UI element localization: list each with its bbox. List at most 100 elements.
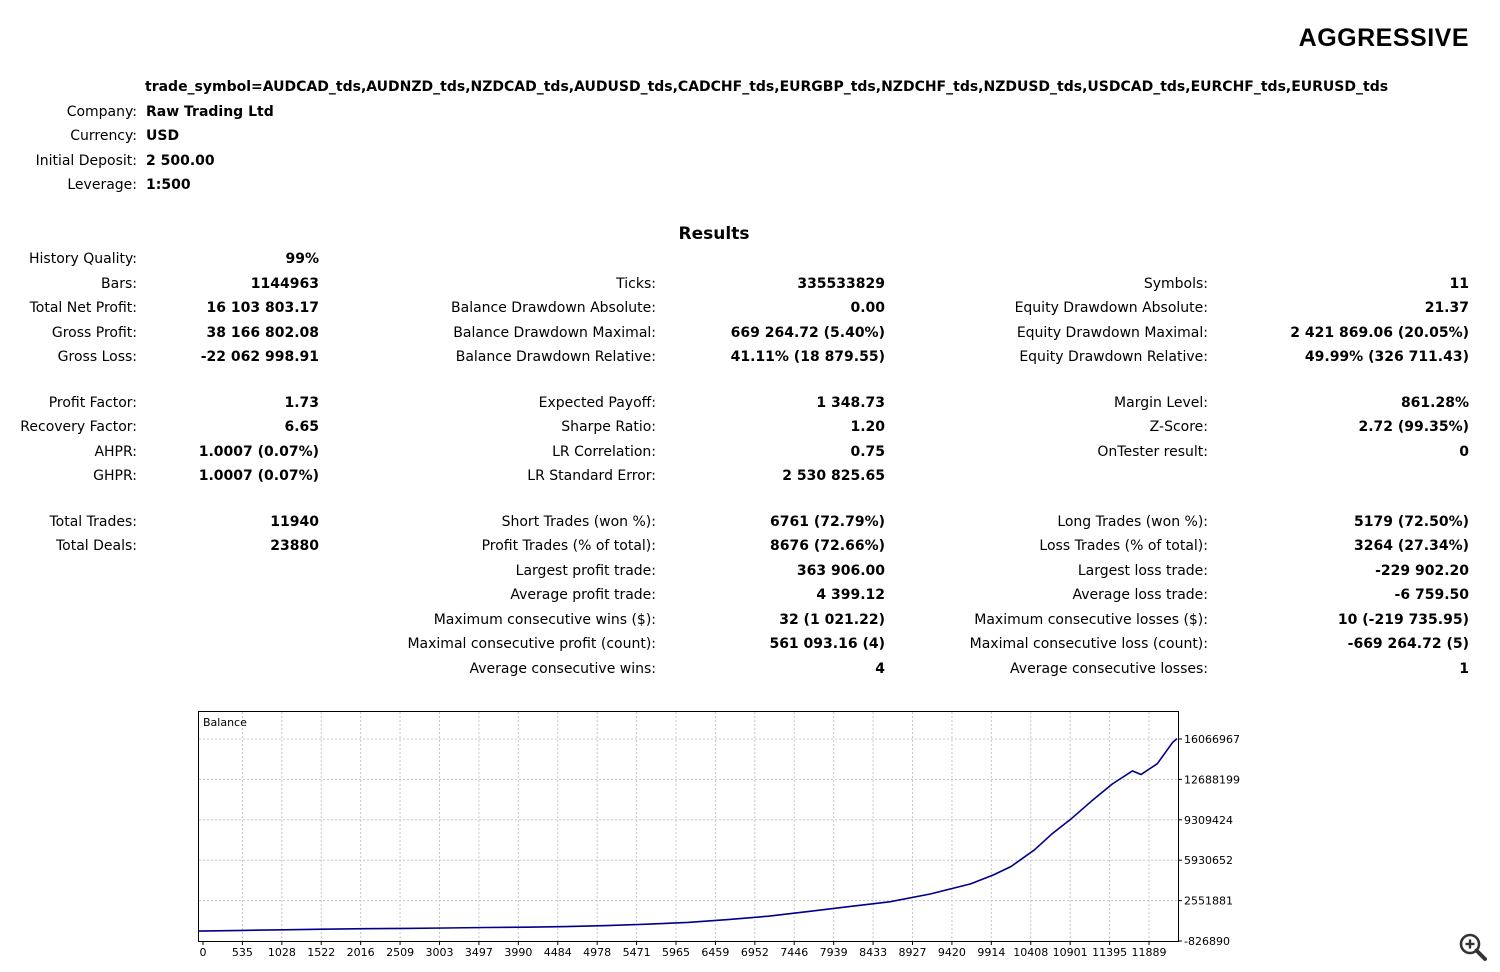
chart-frame <box>198 711 1179 942</box>
chart-x-tick-label: 1028 <box>268 946 296 959</box>
chart-y-tick-label: 2551881 <box>1184 895 1233 908</box>
result-value: 561 093.16 (4) <box>769 636 885 652</box>
chart-y-tick-label: 12688199 <box>1184 773 1240 786</box>
result-value: 11940 <box>270 514 319 530</box>
zoom-in-icon-glyph <box>1459 933 1487 961</box>
result-label: Average consecutive losses: <box>1010 661 1208 677</box>
chart-x-tick-label: 535 <box>232 946 253 959</box>
result-label: History Quality: <box>29 251 137 267</box>
chart-y-tick-label: 16066967 <box>1184 733 1240 746</box>
result-label: Equity Drawdown Maximal: <box>1016 325 1208 341</box>
chart-x-tick-label: 9914 <box>977 946 1005 959</box>
chart-x-tick-label: 10408 <box>1013 946 1048 959</box>
result-label: Balance Drawdown Absolute: <box>451 300 656 316</box>
chart-x-tick-label: 3990 <box>504 946 532 959</box>
result-value: 1.0007 (0.07%) <box>198 444 319 460</box>
chart-x-tick-label: 7446 <box>780 946 808 959</box>
chart-y-tick-label: 9309424 <box>1184 814 1233 827</box>
result-value: 669 264.72 (5.40%) <box>730 325 885 341</box>
chart-x-tick-label: 11889 <box>1132 946 1167 959</box>
chart-x-tick-label: 7939 <box>820 946 848 959</box>
info-label: Company: <box>66 104 137 120</box>
result-value: -6 759.50 <box>1394 587 1469 603</box>
result-label: Loss Trades (% of total): <box>1039 538 1208 554</box>
chart-x-tick-label: 0 <box>200 946 207 959</box>
result-value: 16 103 803.17 <box>206 300 319 316</box>
chart-x-tick-label: 1522 <box>307 946 335 959</box>
result-value: -229 902.20 <box>1375 563 1469 579</box>
result-value: 49.99% (326 711.43) <box>1304 349 1469 365</box>
result-label: Average loss trade: <box>1072 587 1208 603</box>
result-value: 21.37 <box>1424 300 1469 316</box>
result-value: 335533829 <box>797 276 885 292</box>
chart-x-tick-label: 5965 <box>662 946 690 959</box>
result-value: 38 166 802.08 <box>206 325 319 341</box>
result-label: Expected Payoff: <box>538 395 656 411</box>
info-label: Leverage: <box>67 177 137 193</box>
result-label: Balance Drawdown Relative: <box>455 349 656 365</box>
result-label: Total Deals: <box>55 538 137 554</box>
result-value: 4 <box>875 661 885 677</box>
result-label: Maximal consecutive profit (count): <box>407 636 656 652</box>
result-value: 41.11% (18 879.55) <box>730 349 885 365</box>
result-label: Average consecutive wins: <box>469 661 656 677</box>
result-value: 5179 (72.50%) <box>1354 514 1469 530</box>
result-value: 99% <box>285 251 319 267</box>
info-value: USD <box>146 128 180 144</box>
result-value: 32 (1 021.22) <box>779 612 885 628</box>
chart-x-tick-label: 4978 <box>583 946 611 959</box>
result-label: LR Correlation: <box>552 444 656 460</box>
result-label: AHPR: <box>94 444 137 460</box>
chart-x-tick-label: 8433 <box>859 946 887 959</box>
result-value: 8676 (72.66%) <box>770 538 885 554</box>
info-value: 1:500 <box>146 177 191 193</box>
result-label: Sharpe Ratio: <box>561 419 656 435</box>
result-label: Largest profit trade: <box>515 563 656 579</box>
balance-line <box>198 737 1178 932</box>
info-value: Raw Trading Ltd <box>146 104 274 120</box>
chart-x-tick-label: 2016 <box>347 946 375 959</box>
result-label: GHPR: <box>93 468 137 484</box>
result-value: 1.73 <box>284 395 319 411</box>
result-label: Margin Level: <box>1114 395 1208 411</box>
result-label: Bars: <box>101 276 137 292</box>
result-label: Largest loss trade: <box>1077 563 1208 579</box>
balance-chart: 0 535 1028 1522 2016 2509 3003 3497 3990 4484 4978… <box>198 711 1258 972</box>
result-label: Equity Drawdown Relative: <box>1019 349 1208 365</box>
result-value: 0.75 <box>850 444 885 460</box>
chart-x-tick-label: 8927 <box>899 946 927 959</box>
chart-x-tick-label: 3003 <box>426 946 454 959</box>
chart-x-tick-label: 6459 <box>701 946 729 959</box>
result-label: Short Trades (won %): <box>501 514 656 530</box>
chart-x-tick-label: 9420 <box>938 946 966 959</box>
result-label: Maximum consecutive wins ($): <box>433 612 656 628</box>
result-label: Maximal consecutive loss (count): <box>969 636 1208 652</box>
result-value: 1 <box>1459 661 1469 677</box>
result-value: -669 264.72 (5) <box>1347 636 1469 652</box>
result-label: Profit Factor: <box>48 395 137 411</box>
result-value: 0.00 <box>850 300 885 316</box>
result-label: Average profit trade: <box>510 587 656 603</box>
result-label: LR Standard Error: <box>527 468 656 484</box>
result-value: 2 421 869.06 (20.05%) <box>1290 325 1469 341</box>
result-value: 861.28% <box>1400 395 1469 411</box>
result-label: Total Trades: <box>49 514 138 530</box>
result-value: 10 (-219 735.95) <box>1337 612 1469 628</box>
result-value: 363 906.00 <box>796 563 885 579</box>
result-label: OnTester result: <box>1097 444 1208 460</box>
result-value: 0 <box>1459 444 1469 460</box>
result-value: 1.0007 (0.07%) <box>198 468 319 484</box>
result-value: 6.65 <box>284 419 319 435</box>
result-value: 1.20 <box>850 419 885 435</box>
zoom-in-icon[interactable] <box>1458 932 1488 962</box>
result-value: -22 062 998.91 <box>200 349 319 365</box>
result-label: Long Trades (won %): <box>1057 514 1208 530</box>
result-value: 4 399.12 <box>816 587 885 603</box>
result-value: 23880 <box>270 538 319 554</box>
result-value: 1144963 <box>250 276 319 292</box>
result-label: Symbols: <box>1143 276 1208 292</box>
chart-y-tick-label: -826890 <box>1184 935 1230 948</box>
result-value: 2.72 (99.35%) <box>1358 419 1469 435</box>
result-label: Gross Loss: <box>57 349 137 365</box>
result-value: 6761 (72.79%) <box>770 514 885 530</box>
